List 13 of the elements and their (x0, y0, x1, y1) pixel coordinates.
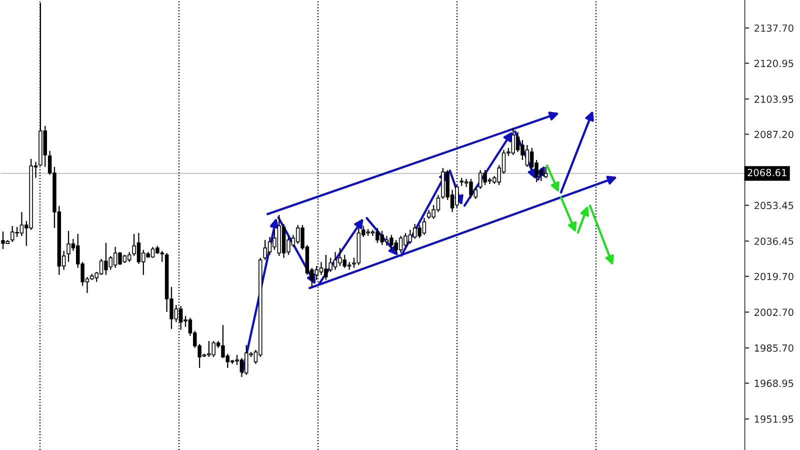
y-tick-label: 2002.70 (754, 308, 794, 316)
y-tick-label: 2103.95 (754, 96, 794, 103)
y-tick-label: 2120.95 (754, 60, 794, 68)
ref-line-label: 2068.61 (748, 168, 786, 176)
y-tick-label: 2019.70 (754, 272, 794, 280)
y-tick-label: 1968.95 (754, 380, 794, 388)
y-tick-label: 2137.70 (754, 24, 794, 32)
y-tick-label: 2053.45 (754, 202, 794, 210)
y-tick-label: 2087.20 (754, 130, 794, 138)
candlestick (127, 251, 132, 262)
y-tick-label: 2036.45 (754, 238, 794, 245)
y-tick-label: 1985.70 (754, 344, 794, 352)
y-tick-label: 1951.95 (754, 415, 794, 423)
